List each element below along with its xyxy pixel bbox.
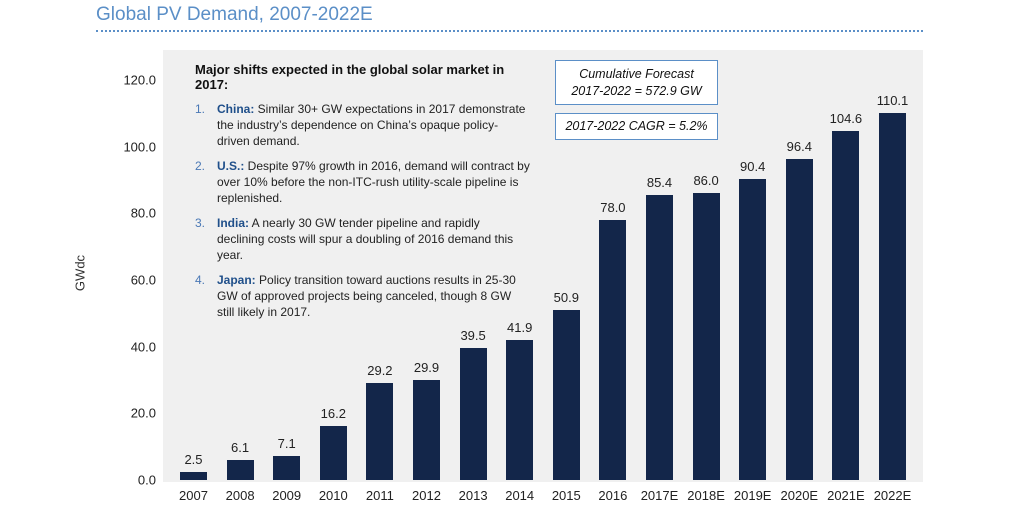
note-number: 2. [195, 159, 206, 173]
x-tick-label: 2021E [827, 488, 865, 503]
data-label: 39.5 [460, 328, 486, 344]
x-tick-label: 2017E [640, 488, 679, 503]
cumulative-forecast-callout: Cumulative Forecast 2017-2022 = 572.9 GW [555, 60, 718, 105]
x-tick-label: 2020E [780, 488, 819, 503]
x-tick-label: 2011 [365, 488, 394, 503]
x-tick-label: 2008 [225, 488, 255, 503]
data-label: 2.5 [184, 451, 203, 467]
note-number: 3. [195, 216, 206, 230]
data-label: 86.0 [693, 173, 719, 189]
y-tick-label: 20.0 [130, 405, 156, 421]
note-heading: China: [217, 102, 255, 116]
data-label: 16.2 [320, 406, 346, 421]
x-tick-label: 2009 [272, 488, 302, 503]
bar [226, 459, 254, 480]
data-label: 6.1 [231, 439, 250, 455]
note-body: India: A nearly 30 GW tender pipeline an… [217, 215, 530, 263]
bar [319, 426, 347, 480]
data-label: 85.4 [646, 175, 673, 191]
bar [785, 158, 813, 480]
data-label: 96.4 [786, 138, 812, 154]
x-tick-label: 2014 [505, 488, 535, 503]
forecast-line-1: Cumulative Forecast [579, 67, 694, 81]
bar [366, 382, 394, 480]
bar [459, 348, 487, 480]
x-tick-label: 2022E [873, 488, 912, 503]
data-label: 90.4 [740, 158, 766, 174]
bar [506, 340, 534, 480]
note-heading: India: [217, 216, 249, 230]
x-tick-label: 2013 [458, 488, 488, 503]
bar [599, 220, 627, 480]
notes-heading: Major shifts expected in the global sola… [195, 62, 505, 92]
bar [413, 380, 440, 480]
note-number: 1. [195, 102, 206, 116]
x-tick-label: 2010 [318, 488, 348, 503]
y-tick-label: 0.0 [137, 472, 156, 488]
y-axis-label: GWdc [72, 254, 88, 292]
data-label: 7.1 [277, 436, 296, 452]
note-heading: U.S.: [217, 159, 245, 173]
note-body: U.S.: Despite 97% growth in 2016, demand… [217, 158, 530, 206]
note-body: China: Similar 30+ GW expectations in 20… [217, 101, 530, 149]
data-label: 78.0 [600, 200, 626, 215]
y-tick-label: 40.0 [130, 339, 156, 355]
note-item: 2. U.S.: Despite 97% growth in 2016, dem… [195, 158, 530, 206]
note-number: 4. [195, 273, 206, 287]
title-divider [96, 30, 923, 32]
bar [552, 310, 580, 480]
note-item: 3. India: A nearly 30 GW tender pipeline… [195, 215, 530, 263]
x-tick-label: 2019E [733, 488, 772, 503]
note-text: Policy transition toward auctions result… [217, 273, 516, 319]
bar [273, 456, 301, 480]
bar [646, 195, 673, 480]
x-tick-label: 2016 [598, 488, 628, 503]
data-label: 29.2 [367, 362, 393, 378]
bar [832, 131, 860, 480]
note-item: 4. Japan: Policy transition toward aucti… [195, 272, 530, 320]
x-tick-label: 2012 [412, 488, 441, 503]
page-title: Global PV Demand, 2007-2022E [96, 4, 373, 25]
data-label: 110.1 [876, 93, 909, 108]
note-text: A nearly 30 GW tender pipeline and rapid… [217, 216, 514, 262]
note-item: 1. China: Similar 30+ GW expectations in… [195, 101, 530, 149]
y-tick-label: 60.0 [130, 272, 156, 288]
forecast-line-2: 2017-2022 = 572.9 GW [571, 84, 702, 98]
data-label: 50.9 [553, 290, 579, 306]
data-label: 41.9 [507, 320, 533, 336]
y-tick-label: 80.0 [130, 205, 156, 221]
bar [692, 193, 720, 480]
cagr-callout: 2017-2022 CAGR = 5.2% [555, 113, 718, 140]
note-text: Similar 30+ GW expectations in 2017 demo… [217, 102, 526, 148]
note-text: Despite 97% growth in 2016, demand will … [217, 159, 530, 205]
x-tick-label: 2018E [687, 488, 725, 503]
bar [180, 471, 207, 480]
notes-panel: Major shifts expected in the global sola… [195, 62, 530, 329]
x-tick-label: 2007 [179, 488, 208, 503]
y-tick-label: 100.0 [123, 139, 156, 155]
y-tick-label: 120.0 [123, 72, 156, 88]
data-label: 104.6 [829, 111, 863, 127]
note-heading: Japan: [217, 273, 256, 287]
bar [879, 113, 906, 480]
note-body: Japan: Policy transition toward auctions… [217, 272, 530, 320]
x-tick-label: 2015 [551, 488, 581, 503]
data-label: 29.9 [413, 360, 440, 376]
bar [739, 178, 767, 480]
